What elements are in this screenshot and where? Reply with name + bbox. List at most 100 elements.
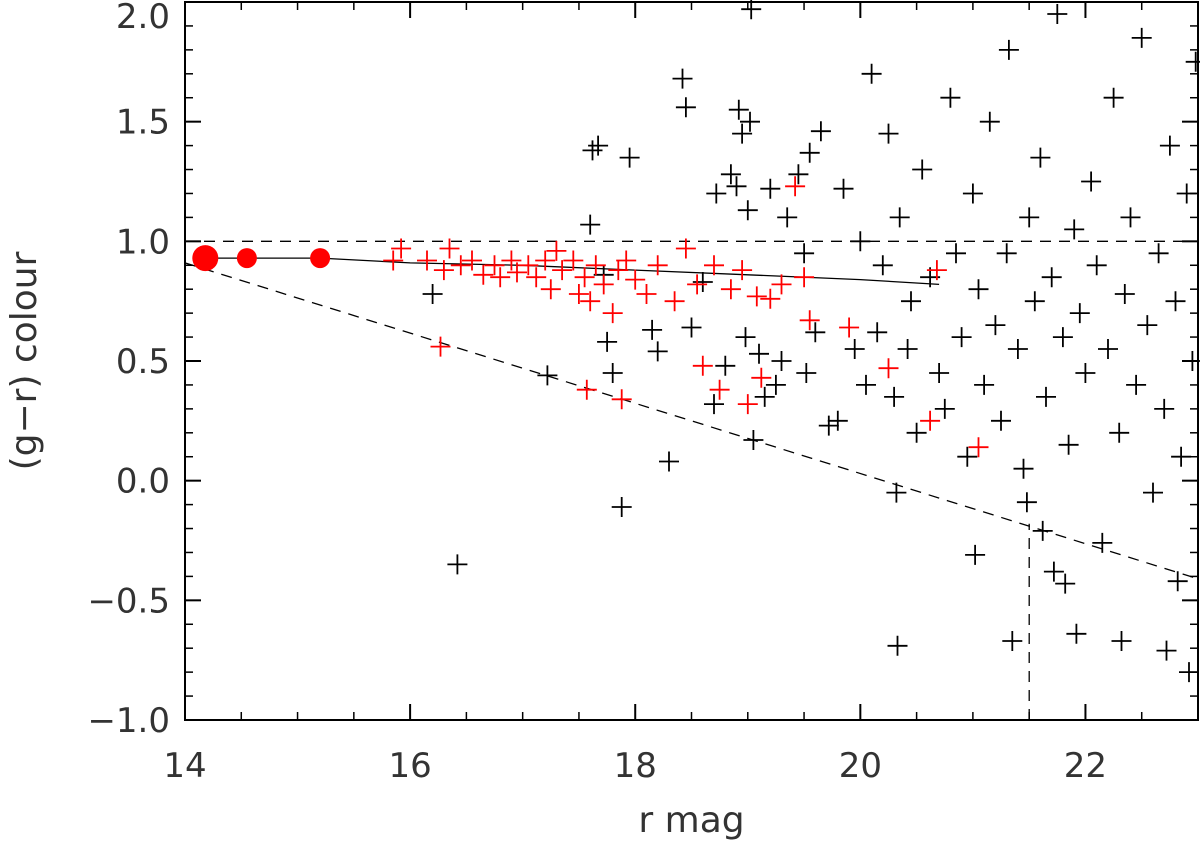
point-s0-24 bbox=[732, 123, 753, 144]
point-s1-9 bbox=[484, 255, 505, 276]
point-s1-10 bbox=[490, 267, 511, 288]
point-s1-11 bbox=[501, 250, 522, 271]
point-s0-81 bbox=[1024, 291, 1045, 312]
point-s0-46 bbox=[850, 231, 871, 252]
point-s0-14 bbox=[672, 68, 693, 89]
point-s0-38 bbox=[796, 363, 817, 383]
point-s1-48 bbox=[799, 310, 820, 331]
point-s0-69 bbox=[968, 279, 989, 300]
point-s0-11 bbox=[642, 319, 663, 340]
point-s0-66 bbox=[957, 446, 978, 467]
point-s1-34 bbox=[675, 238, 696, 259]
point-s1-22 bbox=[576, 379, 597, 400]
bright-galaxy-0 bbox=[192, 245, 219, 272]
y-tick-label: 0.0 bbox=[116, 462, 170, 502]
point-s1-5 bbox=[439, 238, 460, 259]
point-s0-91 bbox=[1064, 219, 1085, 240]
point-s0-17 bbox=[692, 272, 713, 292]
point-s0-50 bbox=[872, 255, 893, 276]
point-s1-6 bbox=[450, 255, 471, 276]
point-s0-62 bbox=[934, 398, 955, 419]
point-s0-86 bbox=[1043, 561, 1064, 582]
point-s0-76 bbox=[1002, 631, 1023, 651]
point-s0-58 bbox=[906, 422, 927, 443]
point-s1-33 bbox=[664, 291, 685, 312]
point-s1-35 bbox=[687, 274, 708, 295]
point-s0-67 bbox=[962, 183, 983, 204]
point-s1-2 bbox=[417, 250, 437, 271]
point-s0-113 bbox=[1167, 571, 1188, 592]
point-s0-88 bbox=[1052, 327, 1073, 348]
point-s1-37 bbox=[704, 255, 724, 276]
y-axis-label: (g−r) colour bbox=[4, 251, 45, 470]
point-s0-104 bbox=[1126, 374, 1147, 395]
point-s0-31 bbox=[754, 386, 775, 407]
point-s0-18 bbox=[704, 394, 724, 415]
point-s1-15 bbox=[535, 250, 556, 271]
point-s0-36 bbox=[788, 164, 809, 185]
x-tick-label: 22 bbox=[1064, 746, 1107, 786]
point-s0-84 bbox=[1036, 386, 1056, 407]
point-s0-49 bbox=[867, 322, 888, 343]
point-s0-89 bbox=[1055, 573, 1076, 594]
point-s1-20 bbox=[568, 284, 589, 304]
point-s0-90 bbox=[1058, 434, 1079, 455]
point-s0-4 bbox=[582, 140, 603, 161]
point-s1-53 bbox=[968, 437, 989, 458]
point-s0-13 bbox=[659, 451, 679, 472]
point-s0-12 bbox=[647, 341, 668, 362]
point-s0-8 bbox=[602, 363, 623, 383]
point-s1-21 bbox=[574, 267, 595, 288]
point-s0-92 bbox=[1066, 623, 1087, 644]
point-s0-26 bbox=[737, 200, 758, 221]
point-s1-45 bbox=[771, 274, 792, 295]
point-s0-39 bbox=[799, 142, 820, 163]
x-tick-label: 18 bbox=[614, 746, 657, 786]
point-s1-43 bbox=[751, 367, 772, 388]
point-s0-112 bbox=[1165, 291, 1186, 312]
point-s1-7 bbox=[462, 250, 482, 271]
point-s0-51 bbox=[878, 123, 899, 144]
axis-ticks: 14 16 18 20 22 −1.0 −0.5 0.0 0.5 1.0 1.5 2.0 bbox=[87, 0, 1198, 786]
point-s0-25 bbox=[735, 327, 756, 348]
point-s0-47 bbox=[856, 374, 876, 395]
point-s1-18 bbox=[552, 260, 573, 281]
point-s0-72 bbox=[985, 315, 1006, 336]
point-s0-102 bbox=[1114, 284, 1135, 304]
point-s1-30 bbox=[625, 269, 646, 290]
point-s0-94 bbox=[1075, 363, 1096, 383]
point-s1-51 bbox=[920, 410, 941, 431]
point-s1-17 bbox=[546, 240, 567, 261]
point-s0-111 bbox=[1159, 135, 1180, 156]
point-s0-106 bbox=[1137, 315, 1158, 336]
guide-lines bbox=[184, 240, 1199, 720]
point-s1-39 bbox=[720, 279, 741, 300]
point-s0-65 bbox=[951, 327, 972, 348]
point-s0-114 bbox=[1171, 446, 1192, 467]
point-s0-71 bbox=[979, 111, 1000, 132]
point-s0-109 bbox=[1154, 398, 1175, 419]
point-s0-97 bbox=[1092, 532, 1113, 553]
point-s1-40 bbox=[732, 260, 753, 281]
point-s0-78 bbox=[1013, 458, 1034, 479]
point-s0-35 bbox=[777, 207, 798, 228]
point-s0-34 bbox=[771, 351, 792, 371]
point-s0-99 bbox=[1103, 87, 1124, 108]
point-s0-41 bbox=[810, 121, 831, 142]
point-s0-52 bbox=[884, 386, 905, 407]
y-tick-label: −1.0 bbox=[87, 701, 170, 741]
point-s0-15 bbox=[675, 97, 696, 118]
point-s0-5 bbox=[588, 135, 609, 156]
point-s1-3 bbox=[430, 336, 451, 357]
point-s0-95 bbox=[1081, 171, 1102, 192]
y-tick-label: 0.5 bbox=[116, 342, 170, 382]
point-s0-9 bbox=[611, 497, 632, 517]
point-s1-19 bbox=[563, 250, 584, 271]
point-s0-110 bbox=[1156, 640, 1177, 661]
y-tick-label: 1.5 bbox=[116, 103, 170, 143]
point-s1-1 bbox=[391, 238, 412, 259]
point-s1-13 bbox=[518, 255, 539, 276]
point-s0-64 bbox=[946, 243, 966, 264]
point-s0-30 bbox=[749, 343, 769, 364]
point-s0-22 bbox=[726, 176, 747, 197]
